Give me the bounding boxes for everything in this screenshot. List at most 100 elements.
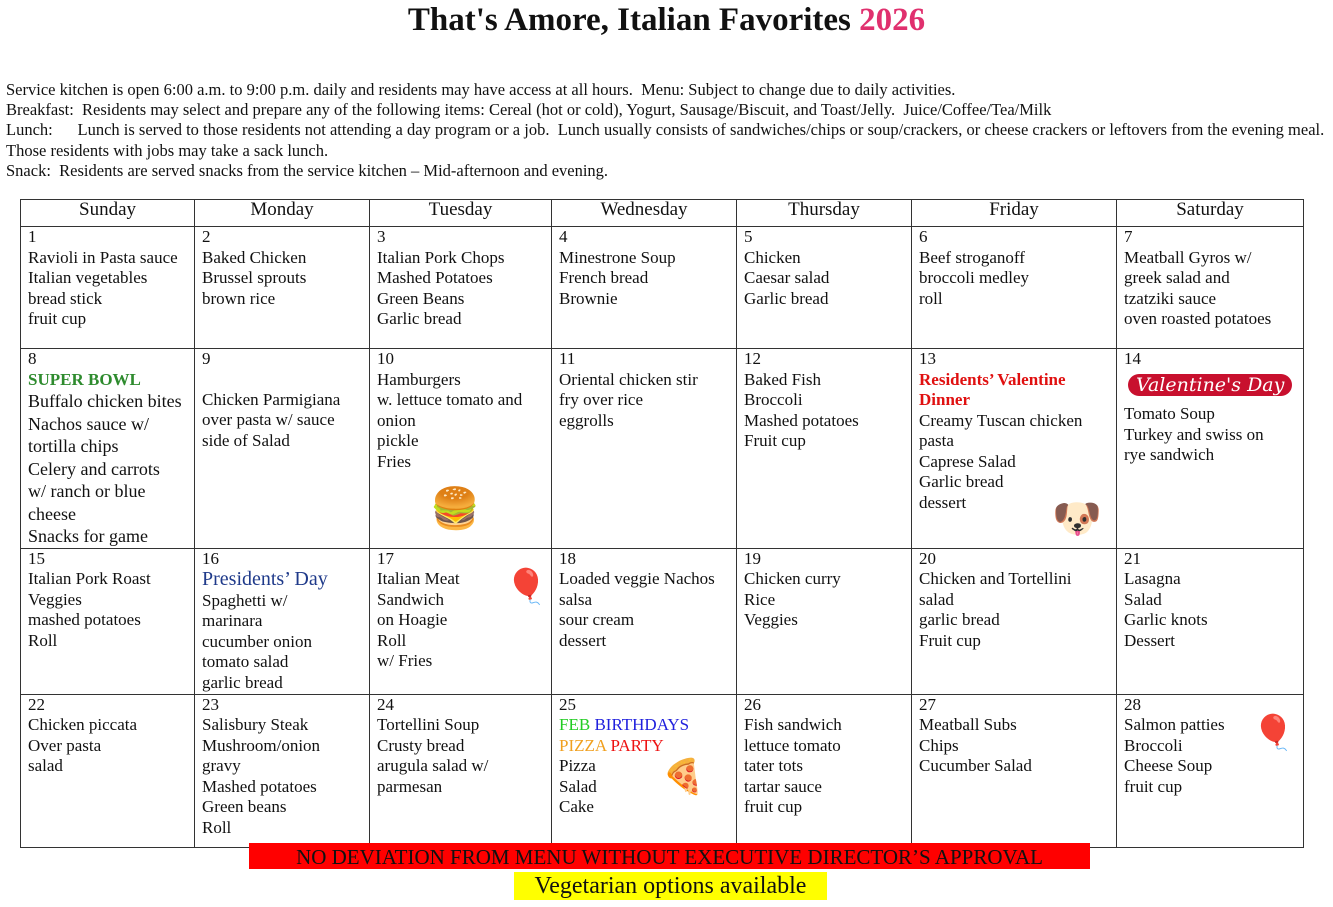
menu-item: Green beans bbox=[202, 797, 287, 816]
menu-item: Brownie bbox=[559, 288, 618, 308]
menu-item: Garlic knots bbox=[1124, 610, 1208, 629]
menu-item: Cake bbox=[559, 797, 594, 816]
menu-item: fruit cup bbox=[28, 309, 87, 328]
day-cell: 15 Italian Pork Roast Veggies mashed potato… bbox=[20, 547, 195, 695]
day-cell: 7 Meatball Gyros w/greek salad and tzatzik… bbox=[1116, 226, 1304, 349]
menu-item: Sandwich bbox=[377, 589, 445, 609]
day-date: 19 bbox=[744, 548, 761, 568]
menu-item: Fries bbox=[377, 451, 411, 471]
menu-item: Fruit cup bbox=[919, 630, 981, 650]
intro-line: Snack: Residents are served snacks from … bbox=[6, 160, 609, 180]
menu-item: Baked Fish bbox=[744, 369, 821, 389]
day-date: 12 bbox=[744, 349, 761, 368]
day-cell: 25 FEB BIRTHDAYS PIZZA PARTY Pizza Salad Cake… bbox=[551, 693, 737, 848]
menu-item: eggrolls bbox=[559, 410, 614, 430]
menu-item: rye sandwich bbox=[1124, 445, 1215, 464]
menu-item: Lasagna bbox=[1124, 569, 1181, 588]
special-event-text: PIZZA bbox=[559, 735, 611, 755]
title-year: 2026 bbox=[859, 2, 926, 38]
day-date: 17 bbox=[377, 548, 394, 568]
intro-text: Service kitchen is open 6:00 a.m. to 9:0… bbox=[6, 80, 1326, 181]
day-date: 1 bbox=[28, 227, 37, 246]
page-title: That's Amore, Italian Favorites 2026 bbox=[0, 2, 1333, 39]
menu-item: Mashed potatoes bbox=[202, 776, 317, 796]
menu-item: Italian Pork Roast bbox=[28, 569, 151, 588]
weekday-header: Friday bbox=[911, 199, 1117, 227]
menu-item: Salad bbox=[1124, 589, 1162, 609]
special-event-text: FEB bbox=[559, 715, 595, 734]
menu-item: arugula salad w/ bbox=[377, 756, 489, 775]
special-event: Presidents’ Day bbox=[202, 569, 369, 591]
day-date: 20 bbox=[919, 548, 936, 568]
balloons-icon: 🎈 bbox=[1252, 714, 1295, 752]
day-date: 28 bbox=[1124, 694, 1141, 714]
special-event-text: Presidents’ Day bbox=[202, 568, 328, 590]
menu-item: w/ ranch or blue bbox=[28, 481, 146, 501]
hamburger-icon: 🍔 bbox=[430, 486, 480, 531]
menu-item: fry over rice bbox=[559, 390, 644, 409]
special-event: SUPER BOWL bbox=[28, 370, 194, 391]
menu-item: Fruit cup bbox=[744, 431, 806, 450]
menu-item: w. lettuce tomato and bbox=[377, 390, 523, 409]
day-date: 14 bbox=[1124, 349, 1141, 368]
menu-item: Chicken bbox=[744, 247, 801, 267]
menu-item: salad bbox=[28, 756, 63, 775]
day-cell: 21 Lasagna Salad Garlic knots Dessert bbox=[1116, 547, 1304, 695]
special-event-text: SUPER BOWL bbox=[28, 369, 141, 389]
menu-item: tortilla chips bbox=[28, 436, 119, 456]
intro-line: Lunch: Lunch is served to those resident… bbox=[6, 120, 1325, 140]
menu-item: Turkey and swiss on bbox=[1124, 424, 1264, 444]
menu-item: parmesan bbox=[377, 776, 443, 796]
weekday-header: Monday bbox=[194, 199, 370, 227]
menu-item: Chicken Parmigiana bbox=[202, 389, 341, 409]
menu-item: dessert bbox=[919, 492, 967, 512]
menu-item: sour cream bbox=[559, 610, 635, 629]
menu-item: Minestrone Soup bbox=[559, 247, 676, 267]
day-date: 8 bbox=[28, 349, 37, 368]
special-event-text: BIRTHDAYS bbox=[594, 715, 690, 734]
menu-item: mashed potatoes bbox=[28, 610, 141, 629]
menu-item: Broccoli bbox=[1124, 735, 1183, 755]
special-event-text: Residents’ Valentine Dinner bbox=[919, 369, 1066, 410]
weekday-header: Sunday bbox=[20, 199, 195, 227]
menu-item: gravy bbox=[202, 756, 241, 775]
snoopy-heart-icon: 🐶 bbox=[1052, 496, 1102, 541]
weekday-header: Saturday bbox=[1116, 199, 1304, 227]
menu-item: marinara bbox=[202, 611, 263, 630]
menu-item: Broccoli bbox=[744, 390, 803, 409]
day-cell: 17 Italian Meat Sandwich on Hoagie Roll w/ Fr… bbox=[369, 547, 552, 695]
day-date: 9 bbox=[202, 349, 211, 368]
day-date: 6 bbox=[919, 227, 928, 246]
menu-item: French bread bbox=[559, 268, 649, 287]
menu-item: dessert bbox=[559, 630, 607, 650]
menu-item: Chicken and Tortellini bbox=[919, 569, 1072, 588]
day-date: 18 bbox=[559, 548, 576, 568]
menu-item: cucumber onion bbox=[202, 631, 312, 651]
menu-item: Caesar salad bbox=[744, 268, 830, 287]
weekday-header: Thursday bbox=[736, 199, 912, 227]
menu-item: tartar sauce bbox=[744, 776, 822, 796]
menu-item: Beef stroganoff bbox=[919, 247, 1025, 267]
menu-item: Pizza bbox=[559, 756, 596, 775]
menu-item: salsa bbox=[559, 589, 593, 609]
menu-item: pasta bbox=[919, 431, 954, 450]
menu-item: Roll bbox=[28, 630, 58, 650]
special-event-text: PARTY bbox=[610, 735, 664, 755]
menu-item: Buffalo chicken bites bbox=[28, 391, 182, 411]
day-date: 16 bbox=[202, 548, 219, 568]
day-date: 7 bbox=[1124, 227, 1133, 246]
menu-item: Tomato Soup bbox=[1124, 404, 1215, 423]
day-cell: 12 Baked Fish Broccoli Mashed potatoes Fruit… bbox=[736, 348, 912, 549]
day-cell: 23 Salisbury Steak Mushroom/onion gravy Mash… bbox=[194, 693, 370, 848]
menu-item: Garlic bread bbox=[744, 288, 829, 308]
menu-item: Salad bbox=[559, 776, 597, 796]
intro-line: Breakfast: Residents may select and prep… bbox=[6, 100, 1052, 120]
day-cell: 8 SUPER BOWL Buffalo chicken bites Nachos s… bbox=[20, 348, 195, 549]
day-cell: 1 Ravioli in Pasta sauce Italian vegetable… bbox=[20, 226, 195, 349]
menu-item: Brussel sprouts bbox=[202, 268, 307, 287]
menu-item: Over pasta bbox=[28, 735, 102, 755]
menu-item: Cheese Soup bbox=[1124, 756, 1213, 775]
menu-item: tomato salad bbox=[202, 652, 289, 671]
day-date: 26 bbox=[744, 694, 761, 714]
menu-item: Chicken curry bbox=[744, 569, 841, 588]
